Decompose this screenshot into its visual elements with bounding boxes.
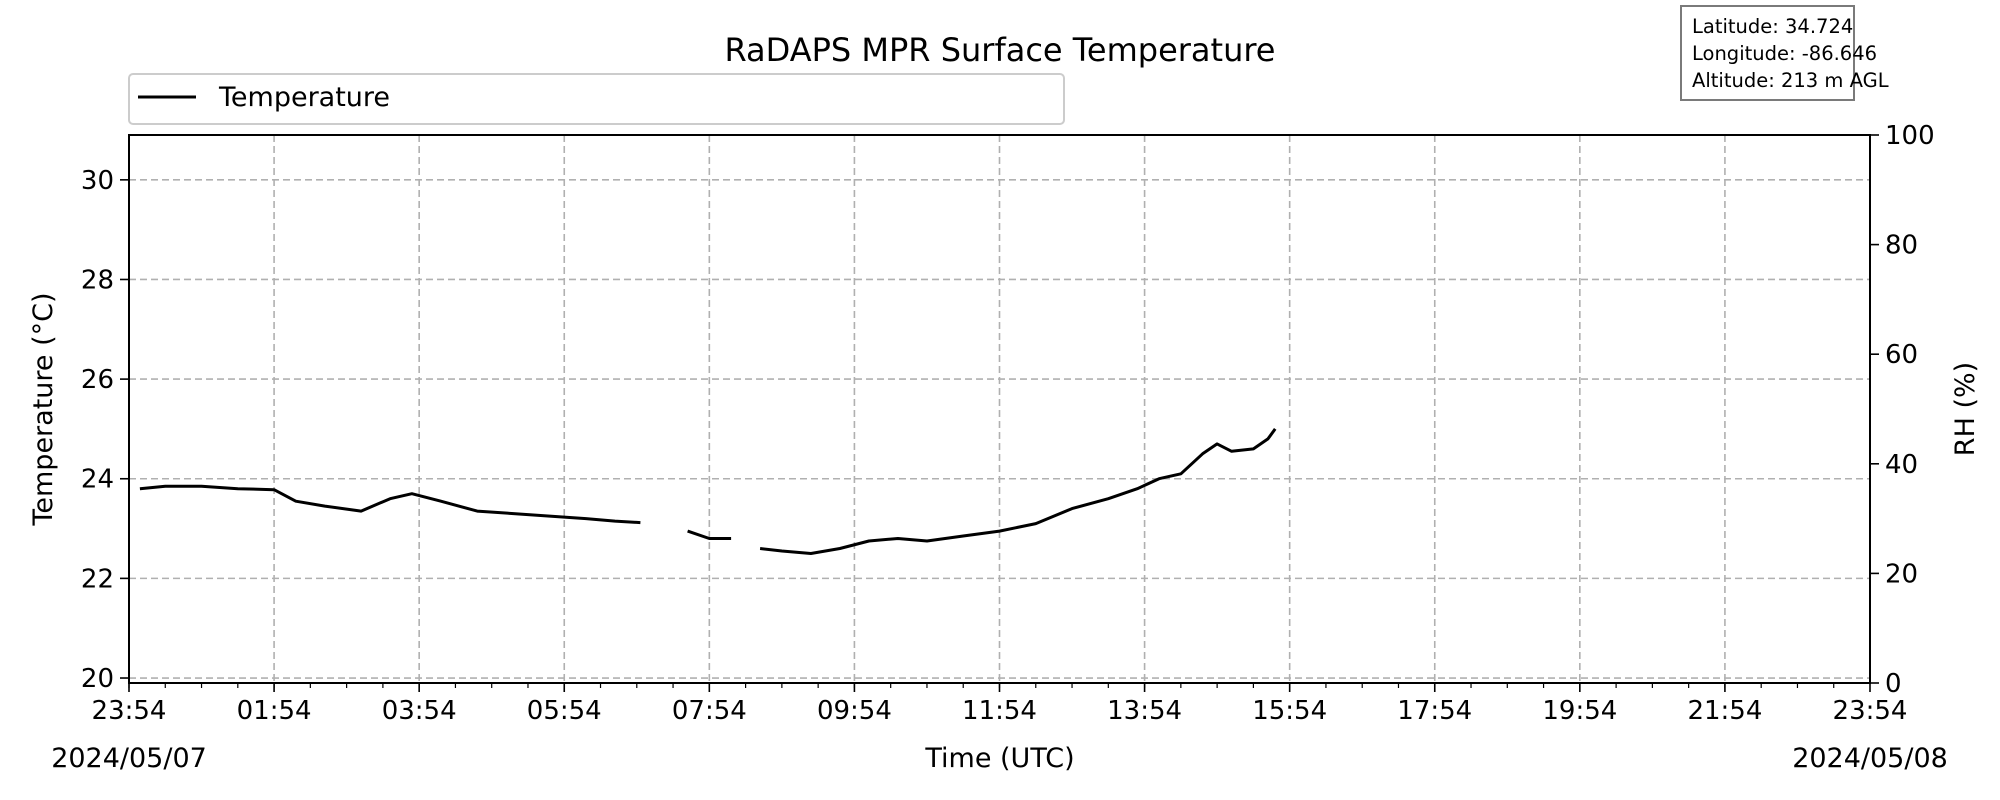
x-tick-label: 11:54 [962, 696, 1037, 726]
axis-ticks: 23:54 01:54 03:54 05:54 07:54 09:54 11:54 13:54… [81, 121, 1935, 726]
latitude-text: Latitude: 34.724 [1692, 15, 1854, 38]
y-right-tick-label: 100 [1885, 121, 1935, 151]
y-left-tick-label: 28 [81, 265, 114, 295]
y-axis-right-label: RH (%) [1950, 362, 1981, 456]
legend: Temperature [128, 73, 1065, 125]
chart-title: RaDAPS MPR Surface Temperature [725, 31, 1276, 69]
series-line-temperature [139, 484, 641, 525]
x-tick-label: 19:54 [1542, 696, 1617, 726]
x-tick-label: 07:54 [672, 696, 747, 726]
date-start-label: 2024/05/07 [51, 743, 207, 774]
station-info-box: Latitude: 34.724 Longitude: -86.646 Alti… [1680, 5, 1889, 101]
y-left-tick-label: 22 [81, 564, 114, 594]
x-tick-label: 15:54 [1252, 696, 1327, 726]
gridlines [128, 135, 1871, 683]
x-tick-label: 23:54 [92, 696, 167, 726]
x-tick-label: 17:54 [1397, 696, 1472, 726]
y-right-tick-label: 60 [1885, 340, 1918, 370]
y-left-tick-label: 30 [81, 166, 114, 196]
series-lines [139, 428, 1277, 555]
y-right-tick-label: 20 [1885, 559, 1918, 589]
date-end-label: 2024/05/08 [1792, 743, 1948, 774]
x-tick-label: 01:54 [237, 696, 312, 726]
y-right-tick-label: 80 [1885, 231, 1918, 261]
altitude-text: Altitude: 213 m AGL [1692, 69, 1889, 92]
y-right-tick-label: 0 [1885, 669, 1902, 699]
longitude-text: Longitude: -86.646 [1692, 42, 1878, 65]
legend-box [128, 73, 1065, 125]
x-tick-label: 23:54 [1833, 696, 1908, 726]
y-axis-left-label: Temperature (°C) [28, 292, 59, 526]
x-tick-label: 09:54 [817, 696, 892, 726]
x-tick-label: 21:54 [1687, 696, 1762, 726]
x-tick-label: 03:54 [382, 696, 457, 726]
y-right-tick-label: 40 [1885, 450, 1918, 480]
y-left-tick-label: 20 [81, 664, 114, 694]
x-tick-label: 13:54 [1107, 696, 1182, 726]
y-left-tick-label: 24 [81, 465, 114, 495]
y-left-tick-label: 26 [81, 365, 114, 395]
x-axis-label: Time (UTC) [924, 743, 1074, 774]
legend-label: Temperature [218, 82, 390, 113]
x-tick-label: 05:54 [527, 696, 602, 726]
series-line-temperature [759, 428, 1277, 555]
series-line-temperature [687, 529, 732, 540]
